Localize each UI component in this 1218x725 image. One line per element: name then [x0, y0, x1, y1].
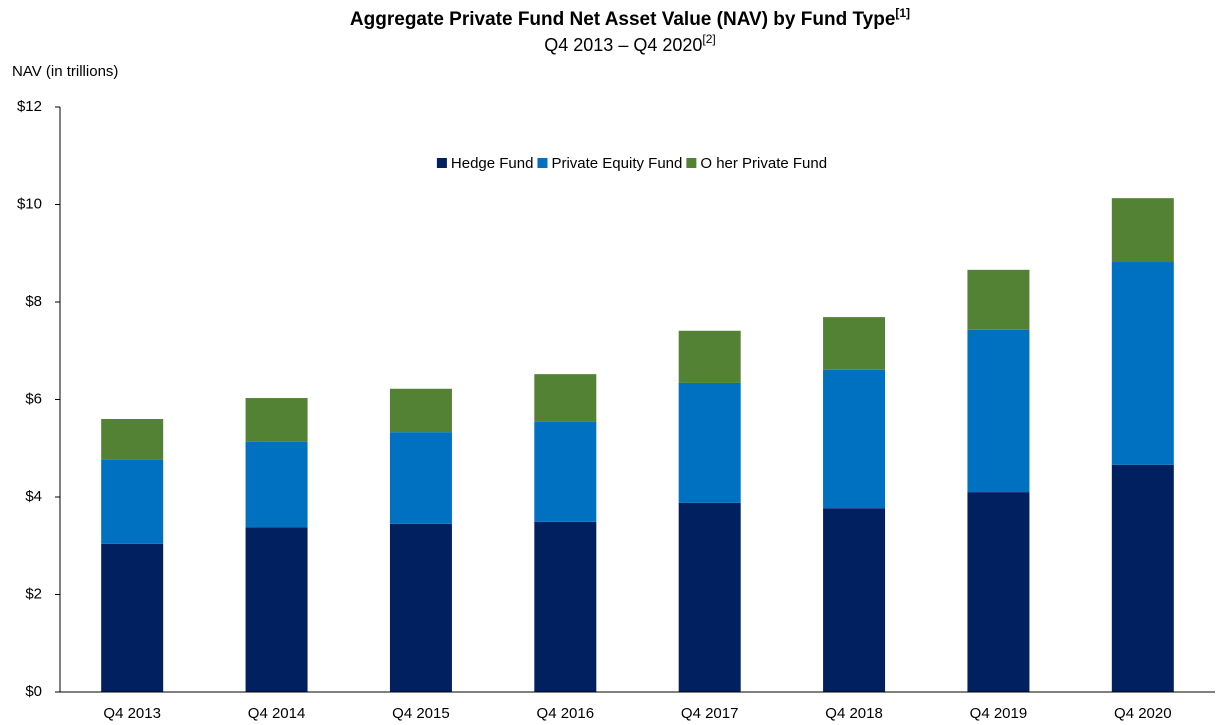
bar-segment [823, 317, 886, 370]
bar-segment [101, 543, 164, 692]
x-tick-label: Q4 2016 [537, 705, 595, 722]
bar-segment [534, 421, 597, 522]
bar-segment [1111, 262, 1174, 465]
y-tick-label: $8 [25, 293, 42, 310]
bar-segment [389, 388, 452, 433]
y-tick-label: $4 [25, 488, 42, 505]
legend-swatch [537, 158, 548, 168]
x-tick-label: Q4 2018 [825, 705, 883, 722]
bar-segment [678, 330, 741, 383]
bar-segment [245, 527, 308, 692]
bar-segment [1111, 464, 1174, 692]
y-tick-label: $12 [17, 98, 42, 115]
bar-segment [534, 521, 597, 692]
subtitle-note: [2] [702, 32, 715, 46]
y-tick-label: $10 [17, 195, 42, 212]
chart-title: Aggregate Private Fund Net Asset Value (… [350, 6, 910, 30]
legend-swatch [436, 158, 447, 168]
bar-segment [101, 459, 164, 544]
title-text: Aggregate Private Fund Net Asset Value (… [350, 9, 895, 30]
bar-segment [967, 492, 1030, 692]
title-note: [1] [895, 6, 910, 20]
x-tick-label: Q4 2020 [1114, 705, 1172, 722]
legend-label: Hedge Fund [451, 155, 534, 172]
y-tick-label: $6 [25, 390, 42, 407]
y-axis-label: NAV (in trillions) [12, 63, 118, 80]
y-tick-label: $2 [25, 585, 42, 602]
bar-segment [389, 523, 452, 692]
bar-segment [967, 329, 1030, 493]
legend-label: O her Private Fund [700, 155, 827, 172]
bar-segment [1111, 198, 1174, 263]
bar-segment [823, 508, 886, 692]
x-tick-label: Q4 2014 [248, 705, 306, 722]
bar-segment [678, 382, 741, 503]
y-tick-label: $0 [25, 683, 42, 700]
bar-segment [389, 432, 452, 524]
bar-segment [967, 269, 1030, 330]
x-tick-label: Q4 2019 [970, 705, 1028, 722]
bar-segment [245, 398, 308, 442]
bar-segment [534, 374, 597, 422]
subtitle-text: Q4 2013 – Q4 2020 [544, 35, 702, 55]
bar-segment [101, 419, 164, 460]
x-tick-label: Q4 2017 [681, 705, 739, 722]
legend-label: Private Equity Fund [551, 155, 682, 172]
bar-segment [245, 441, 308, 528]
chart-subtitle: Q4 2013 – Q4 2020[2] [544, 32, 715, 55]
x-tick-label: Q4 2015 [392, 705, 450, 722]
x-tick-label: Q4 2013 [103, 705, 161, 722]
bar-segment [678, 502, 741, 692]
legend-swatch [686, 158, 697, 168]
bar-segment [823, 369, 886, 509]
